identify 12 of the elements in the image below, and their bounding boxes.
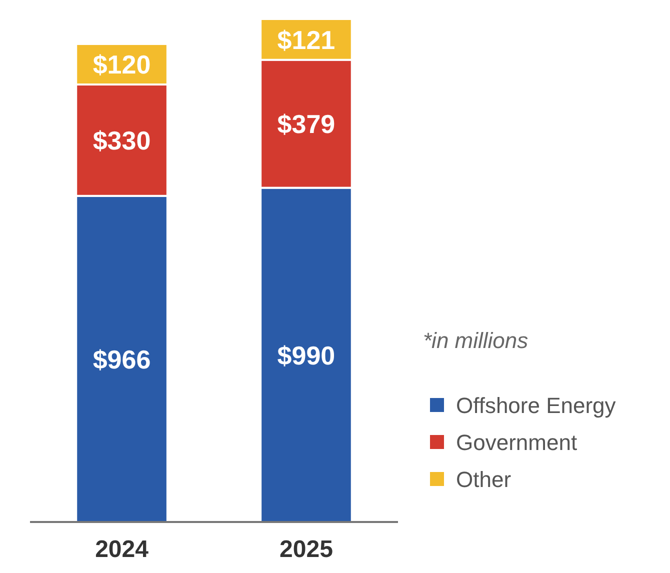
legend-label: Other — [456, 466, 512, 492]
data-label: $121 — [277, 24, 336, 55]
x-tick-label: 2025 — [280, 536, 333, 563]
data-label: $120 — [92, 50, 151, 80]
data-label: $330 — [92, 126, 151, 156]
legend-label: Offshore Energy — [456, 392, 616, 418]
x-tick-label: 2024 — [95, 536, 150, 563]
data-label: $379 — [277, 109, 336, 140]
data-label: $990 — [277, 340, 336, 370]
data-label: $966 — [92, 344, 151, 374]
text: *in millions — [423, 328, 528, 353]
legend-label: Government — [456, 430, 578, 455]
